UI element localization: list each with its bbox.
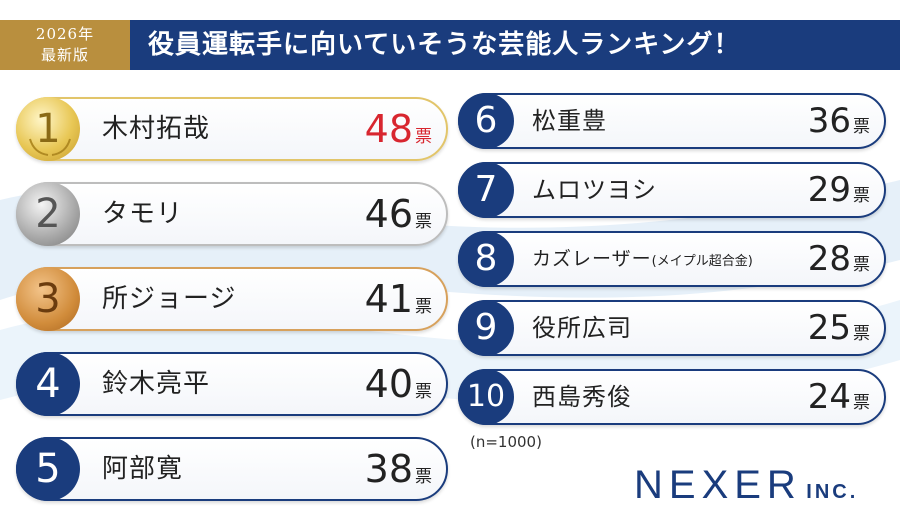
ranking-name: 鈴木亮平: [102, 354, 210, 414]
edition-label: 最新版: [40, 46, 89, 64]
vote-number: 41: [364, 277, 413, 321]
rank-badge: 5: [16, 437, 80, 501]
ranking-name: 西島秀俊: [532, 371, 632, 423]
vote-unit: 票: [853, 324, 870, 344]
vote-number: 40: [364, 362, 413, 406]
rank-badge: 9: [458, 300, 514, 356]
vote-number: 46: [364, 192, 413, 236]
vote-unit: 票: [853, 255, 870, 275]
ranking-name-text: 鈴木亮平: [102, 369, 211, 399]
ranking-name: 役所広司: [532, 302, 632, 354]
vote-count: 28 票: [808, 233, 870, 285]
vote-unit: 票: [853, 393, 870, 413]
ranking-row: 3 所ジョージ 41 票: [16, 267, 448, 331]
ranking-name-text: 西島秀俊: [532, 383, 632, 411]
vote-number: 28: [807, 239, 851, 279]
edition-year: 2026年: [35, 25, 95, 43]
ranking-name: タモリ: [102, 184, 183, 244]
sample-size-note: (n=1000): [470, 433, 542, 451]
ranking-name-note: (メイプル超合金): [651, 254, 753, 269]
ranking-name-text: 木村拓哉: [102, 114, 211, 144]
vote-unit: 票: [853, 117, 870, 137]
ranking-name-text: ムロツヨシ: [532, 176, 657, 204]
rank-badge: 1: [16, 97, 80, 161]
vote-count: 38 票: [365, 439, 432, 499]
vote-unit: 票: [415, 297, 432, 317]
page-title: 役員運転手に向いていそうな芸能人ランキング！: [148, 30, 741, 60]
company-logo: NEXER INC.: [634, 463, 858, 508]
vote-count: 46 票: [365, 184, 432, 244]
vote-number: 29: [807, 170, 851, 210]
ranking-name-text: カズレーザー: [532, 248, 652, 270]
vote-unit: 票: [853, 186, 870, 206]
ranking-row: 8 カズレーザー(メイプル超合金) 28 票: [458, 231, 886, 287]
ranking-name-text: 松重豊: [532, 107, 607, 135]
vote-count: 48 票: [365, 99, 432, 159]
edition-badge: 2026年 最新版: [0, 20, 130, 70]
ranking-name: ムロツヨシ: [532, 164, 657, 216]
vote-number: 25: [807, 308, 851, 348]
rank-badge: 3: [16, 267, 80, 331]
ranking-name: 松重豊: [532, 95, 607, 147]
ranking-row: 7 ムロツヨシ 29 票: [458, 162, 886, 218]
rank-badge: 8: [458, 231, 514, 287]
ranking-name: カズレーザー(メイプル超合金): [532, 233, 753, 285]
vote-count: 40 票: [365, 354, 432, 414]
ranking-row: 4 鈴木亮平 40 票: [16, 352, 448, 416]
ranking-name: 所ジョージ: [102, 269, 236, 329]
ranking-row: 10 西島秀俊 24 票: [458, 369, 886, 425]
vote-number: 48: [364, 107, 413, 151]
ranking-name-text: 所ジョージ: [102, 284, 237, 314]
rank-badge: 2: [16, 182, 80, 246]
vote-unit: 票: [415, 467, 432, 487]
header-banner: 2026年 最新版 役員運転手に向いていそうな芸能人ランキング！: [0, 20, 900, 70]
rank-badge: 10: [458, 369, 514, 425]
logo-sub: INC.: [806, 481, 859, 503]
vote-number: 24: [807, 377, 851, 417]
rank-badge: 7: [458, 162, 514, 218]
ranking-row: 1 木村拓哉 48 票: [16, 97, 448, 161]
ranking-name: 木村拓哉: [102, 99, 210, 159]
ranking-row: 9 役所広司 25 票: [458, 300, 886, 356]
ranking-name-text: 役所広司: [532, 314, 632, 342]
vote-count: 29 票: [808, 164, 870, 216]
vote-count: 25 票: [808, 302, 870, 354]
rank-badge: 4: [16, 352, 80, 416]
vote-count: 41 票: [365, 269, 432, 329]
ranking-name-text: 阿部寛: [102, 454, 184, 484]
vote-unit: 票: [415, 127, 432, 147]
vote-unit: 票: [415, 212, 432, 232]
ranking-name: 阿部寛: [102, 439, 183, 499]
vote-count: 24 票: [808, 371, 870, 423]
vote-number: 38: [364, 447, 413, 491]
ranking-row: 6 松重豊 36 票: [458, 93, 886, 149]
ranking-row: 5 阿部寛 38 票: [16, 437, 448, 501]
ranking-name-text: タモリ: [102, 199, 184, 229]
logo-main: NEXER: [634, 463, 802, 507]
rank-badge: 6: [458, 93, 514, 149]
vote-count: 36 票: [808, 95, 870, 147]
vote-number: 36: [807, 101, 851, 141]
laurel-icon: [29, 138, 71, 156]
ranking-row: 2 タモリ 46 票: [16, 182, 448, 246]
vote-unit: 票: [415, 382, 432, 402]
